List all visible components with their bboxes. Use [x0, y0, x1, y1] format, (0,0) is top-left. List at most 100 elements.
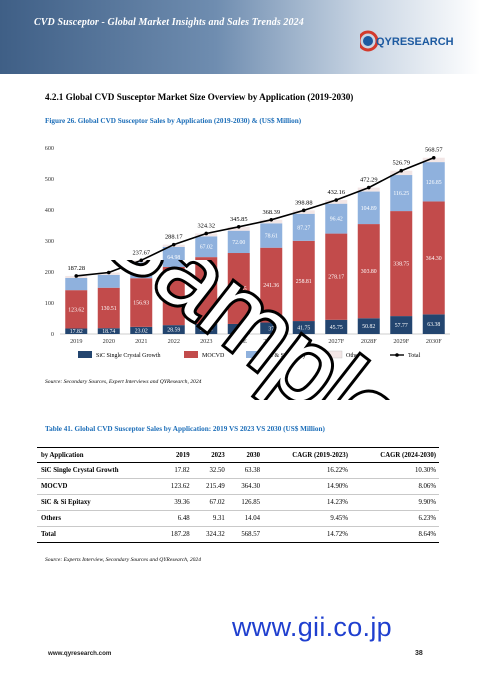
header-application: by Application	[37, 447, 158, 463]
cell-cagr-2019-2023: 14.23%	[263, 494, 351, 511]
legend-swatch	[78, 351, 92, 358]
cell-application: MOCVD	[37, 478, 158, 495]
bar-segment	[390, 170, 413, 176]
bar-segment	[260, 223, 283, 248]
y-tick-label: 0	[51, 331, 54, 338]
footer-url: www.qyresearch.com	[48, 650, 112, 657]
legend-label: Others	[346, 353, 363, 359]
legend-swatch	[184, 351, 198, 358]
data-label: 50.82	[362, 324, 375, 330]
bar-segment	[97, 274, 120, 288]
total-label: 345.85	[230, 216, 248, 223]
legend-label: SiC & Si Epitaxy	[264, 353, 306, 359]
total-point	[366, 185, 371, 190]
total-point	[399, 168, 404, 173]
header-2030: 2030	[227, 447, 264, 463]
data-label: 126.85	[426, 180, 442, 186]
bar-segment	[195, 257, 218, 324]
bar-segment	[97, 287, 120, 329]
data-label: 130.51	[101, 306, 117, 312]
cell-2030: 126.85	[227, 494, 264, 511]
x-tick-label: 2019	[70, 338, 82, 345]
cell-cagr-2024-2030: 6.23%	[350, 510, 439, 527]
bar-segment	[130, 326, 153, 334]
bar-segment	[357, 191, 380, 225]
data-label: 123.62	[68, 307, 84, 313]
y-tick-label: 500	[45, 176, 54, 183]
total-label: 472.29	[360, 177, 378, 184]
data-label: 57.77	[395, 323, 408, 329]
x-tick-label: 2024E	[231, 338, 247, 345]
data-label: 17.82	[70, 329, 83, 335]
bar-segment	[130, 262, 153, 279]
bar-segment	[325, 233, 348, 320]
cell-2019: 6.48	[157, 510, 193, 527]
legend-label: SiC Single Crystal Growth	[96, 353, 161, 359]
data-label: 96.42	[330, 217, 343, 223]
bar-segment	[65, 277, 88, 291]
header-title: CVD Susceptor - Global Market Insights a…	[34, 17, 304, 28]
data-label: 72.00	[232, 240, 245, 246]
bar-segment	[195, 323, 218, 334]
table-row: Others 6.48 9.31 14.04 9.45% 6.23%	[37, 510, 439, 527]
cell-2019: 17.82	[157, 462, 193, 479]
table-total-row: Total 187.28 324.32 568.57 14.72% 8.64%	[37, 526, 439, 543]
table-caption: Table 41. Global CVD Susceptor Sales by …	[45, 425, 325, 433]
data-label: 63.38	[427, 322, 440, 328]
table-header-row: by Application 2019 2023 2030 CAGR (2019…	[37, 447, 439, 463]
data-label: 67.02	[200, 245, 213, 251]
cell-2023: 32.50	[192, 462, 228, 479]
data-label: 78.61	[265, 234, 278, 240]
table-row: SiC Single Crystal Growth 17.82 32.50 63…	[37, 462, 439, 479]
bar-segment	[162, 325, 185, 334]
cell-2030: 568.57	[227, 526, 264, 543]
total-label: 187.28	[67, 265, 85, 272]
x-tick-label: 2025F	[263, 338, 279, 345]
total-label: 237.67	[132, 249, 150, 256]
bar-segment	[227, 323, 250, 334]
bar-segment	[260, 247, 283, 323]
cell-cagr-2019-2023: 14.90%	[263, 478, 351, 495]
bar-segment	[227, 226, 250, 231]
bar-segment	[195, 236, 218, 258]
figure-caption: Figure 26. Global CVD Susceptor Sales by…	[45, 117, 302, 125]
data-label: 23.02	[135, 328, 148, 334]
total-point	[236, 224, 241, 229]
total-point	[204, 231, 209, 236]
legend-swatch-point	[395, 353, 399, 357]
header-2023: 2023	[192, 447, 228, 463]
table-row: MOCVD 123.62 215.49 364.30 14.90% 8.06%	[37, 478, 439, 495]
bar-segment	[357, 318, 380, 334]
y-tick-label: 100	[45, 300, 54, 307]
bar-segment	[227, 230, 250, 254]
total-label: 568.57	[425, 147, 443, 154]
total-label: 526.79	[392, 160, 410, 167]
cell-cagr-2024-2030: 10.30%	[350, 462, 439, 479]
bar-segment	[97, 328, 120, 334]
data-label: 104.89	[361, 206, 377, 212]
total-point	[431, 155, 436, 160]
y-tick-label: 300	[45, 238, 54, 245]
table-row: SiC & Si Epitaxy 39.36 67.02 126.85 14.2…	[37, 494, 439, 511]
data-label: 228.85	[231, 286, 247, 292]
bar-segment	[390, 316, 413, 334]
cell-cagr-2019-2023: 16.22%	[263, 462, 351, 479]
x-tick-label: 2027F	[328, 338, 344, 345]
total-point	[301, 208, 306, 213]
table-source: Source: Experts Interview, Secondary Sou…	[45, 557, 202, 563]
x-tick-label: 2020	[103, 338, 115, 345]
bar-segment	[162, 246, 185, 268]
data-label: 338.75	[393, 262, 409, 268]
total-label: 368.39	[262, 209, 280, 216]
gii-watermark: www.gii.co.jp	[232, 612, 392, 642]
section-title: 4.2.1 Global CVD Susceptor Market Size O…	[45, 92, 354, 102]
data-label: 32.50	[200, 327, 213, 333]
cell-application: SiC & Si Epitaxy	[37, 494, 158, 511]
total-label: 324.32	[197, 222, 215, 229]
data-label: 87.27	[297, 225, 310, 231]
total-point	[171, 242, 176, 247]
legend-label: Total	[408, 353, 421, 359]
y-tick-label: 600	[45, 145, 54, 152]
cell-application: SiC Single Crystal Growth	[37, 462, 158, 479]
total-label: 432.16	[327, 189, 345, 196]
